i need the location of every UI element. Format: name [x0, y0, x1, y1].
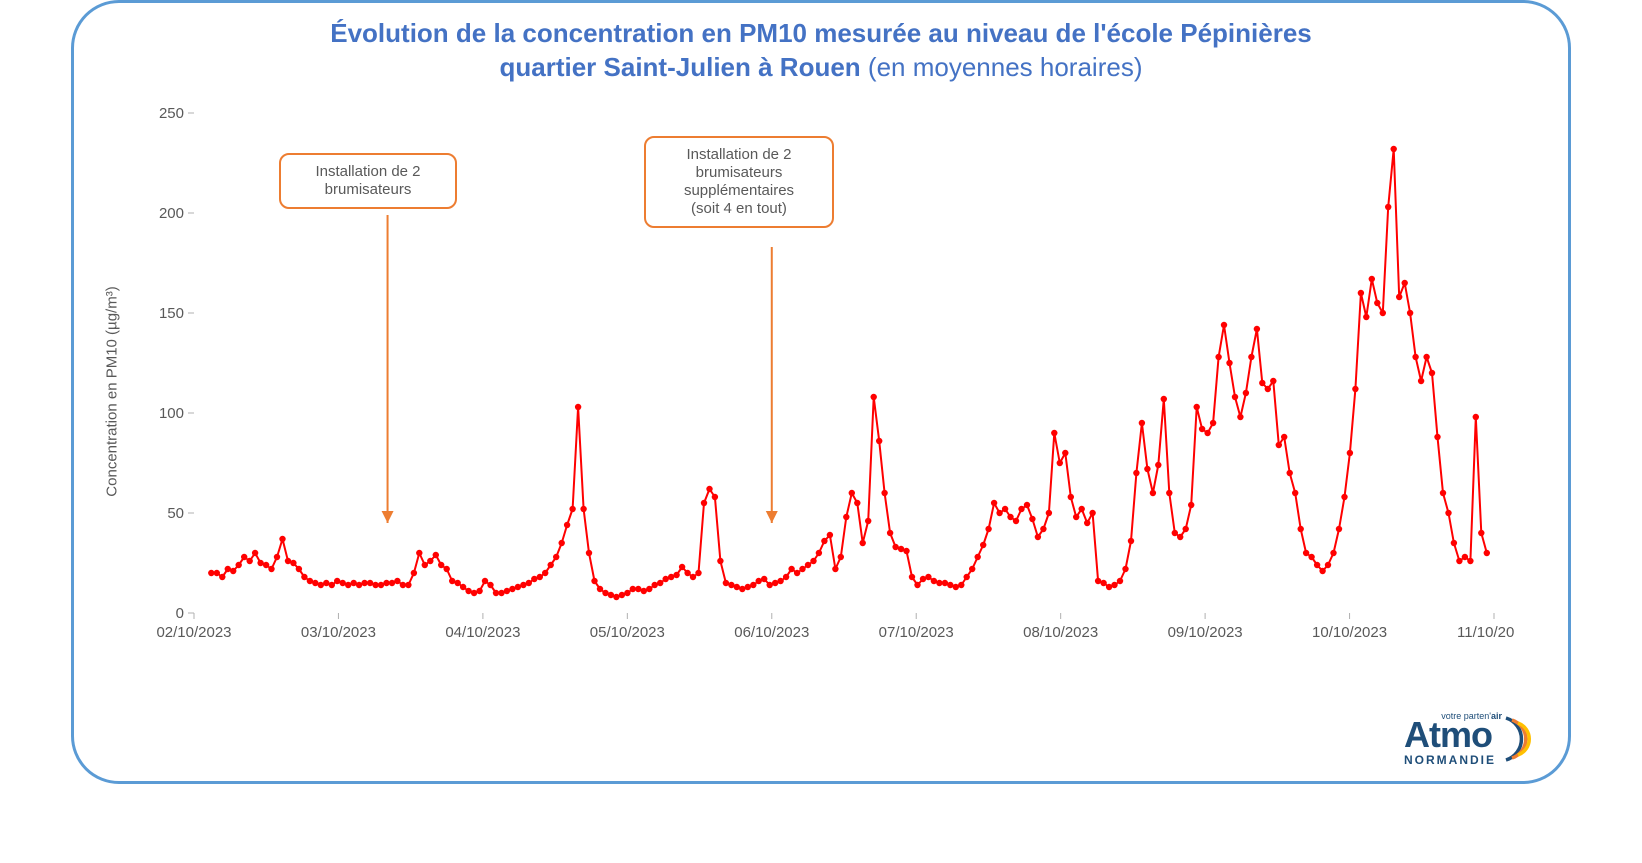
svg-text:100: 100 [159, 405, 184, 422]
y-axis-label: Concentration en PM10 (µg/m³) [104, 286, 121, 496]
callout-box: Installation de 2brumisateurs [279, 153, 457, 209]
svg-text:07/10/2023: 07/10/2023 [879, 624, 954, 641]
logo-arc-icon [1500, 714, 1534, 764]
svg-text:200: 200 [159, 205, 184, 222]
svg-text:06/10/2023: 06/10/2023 [734, 624, 809, 641]
title-line-1: Évolution de la concentration en PM10 me… [330, 18, 1312, 48]
title-line-2-light: (en moyennes horaires) [868, 52, 1143, 82]
svg-text:10/10/2023: 10/10/2023 [1312, 624, 1387, 641]
chart-title: Évolution de la concentration en PM10 me… [74, 17, 1568, 85]
svg-text:50: 50 [167, 505, 184, 522]
svg-text:150: 150 [159, 305, 184, 322]
svg-text:02/10/2023: 02/10/2023 [156, 624, 231, 641]
svg-text:04/10/2023: 04/10/2023 [445, 624, 520, 641]
svg-text:0: 0 [176, 605, 184, 622]
logo-region: NORMANDIE [1404, 753, 1496, 767]
chart-frame: Évolution de la concentration en PM10 me… [71, 0, 1571, 784]
title-line-2-bold: quartier Saint-Julien à Rouen [500, 52, 868, 82]
callout-box: Installation de 2brumisateurssupplémenta… [644, 136, 834, 228]
svg-text:250: 250 [159, 105, 184, 122]
logo-tagline: votre parten'air [1441, 712, 1502, 721]
svg-text:08/10/2023: 08/10/2023 [1023, 624, 1098, 641]
svg-text:05/10/2023: 05/10/2023 [590, 624, 665, 641]
chart-area: Concentration en PM10 (µg/m³) 0501001502… [134, 103, 1514, 663]
brand-logo: votre parten'air Atmo NORMANDIE [1404, 718, 1526, 767]
svg-text:03/10/2023: 03/10/2023 [301, 624, 376, 641]
svg-text:09/10/2023: 09/10/2023 [1168, 624, 1243, 641]
svg-text:11/10/2023: 11/10/2023 [1457, 624, 1514, 641]
